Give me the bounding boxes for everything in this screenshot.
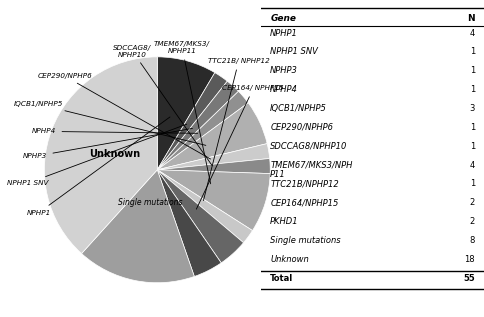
Text: NPHP4: NPHP4 <box>270 85 298 94</box>
Text: 1: 1 <box>470 66 475 75</box>
Wedge shape <box>157 170 221 276</box>
Text: NPHP3: NPHP3 <box>23 128 193 159</box>
Text: 4: 4 <box>470 29 475 37</box>
Text: 2: 2 <box>470 198 475 207</box>
Text: NPHP4: NPHP4 <box>32 128 197 134</box>
Text: Total: Total <box>270 274 293 283</box>
Text: 1: 1 <box>470 48 475 56</box>
Wedge shape <box>157 170 270 230</box>
Text: NPHP3: NPHP3 <box>270 66 298 75</box>
Text: 3: 3 <box>469 104 475 113</box>
Wedge shape <box>157 170 253 243</box>
Wedge shape <box>157 103 267 170</box>
Text: Unknown: Unknown <box>270 255 309 264</box>
Text: 1: 1 <box>470 123 475 132</box>
Text: 4: 4 <box>470 161 475 170</box>
Text: TTC21B/ NPHP12: TTC21B/ NPHP12 <box>203 58 270 201</box>
Text: 8: 8 <box>469 236 475 245</box>
Text: NPHP1: NPHP1 <box>270 29 298 37</box>
Text: 1: 1 <box>470 85 475 94</box>
Wedge shape <box>157 57 215 170</box>
Text: Single mutations: Single mutations <box>270 236 341 245</box>
Text: Gene: Gene <box>270 14 296 23</box>
Text: SDCCAG8/NPHP10: SDCCAG8/NPHP10 <box>270 142 348 151</box>
Text: 2: 2 <box>470 217 475 226</box>
Wedge shape <box>157 73 227 170</box>
Text: CEP164/NPHP15: CEP164/NPHP15 <box>270 198 339 207</box>
Wedge shape <box>81 170 195 283</box>
Text: Single mutations: Single mutations <box>118 198 183 208</box>
Text: CEP164/ NPHP15: CEP164/ NPHP15 <box>197 86 284 209</box>
Text: PKHD1: PKHD1 <box>270 217 299 226</box>
Text: CEP290/NPHP6: CEP290/NPHP6 <box>37 73 211 159</box>
Text: Unknown: Unknown <box>90 149 141 158</box>
Wedge shape <box>45 57 157 254</box>
Text: TMEM67/MKS3/
NPHP11: TMEM67/MKS3/ NPHP11 <box>154 41 211 184</box>
Text: NPHP1 SNV: NPHP1 SNV <box>270 48 318 56</box>
Text: CEP290/NPHP6: CEP290/NPHP6 <box>270 123 333 132</box>
Text: 1: 1 <box>470 142 475 151</box>
Text: 1: 1 <box>470 179 475 189</box>
Wedge shape <box>157 170 243 263</box>
Text: NPHP1: NPHP1 <box>27 117 170 216</box>
Text: IQCB1/NPHP5: IQCB1/NPHP5 <box>14 101 206 146</box>
Text: NPHP1 SNV: NPHP1 SNV <box>7 124 187 186</box>
Wedge shape <box>157 158 270 174</box>
Text: N: N <box>468 14 475 23</box>
Text: IQCB1/NPHP5: IQCB1/NPHP5 <box>270 104 327 113</box>
Wedge shape <box>157 144 270 170</box>
Wedge shape <box>157 81 239 170</box>
Text: TMEM67/MKS3/NPH
P11: TMEM67/MKS3/NPH P11 <box>270 161 353 179</box>
Text: SDCCAG8/
NPHP10: SDCCAG8/ NPHP10 <box>113 45 212 165</box>
Text: 18: 18 <box>465 255 475 264</box>
Text: 55: 55 <box>463 274 475 283</box>
Wedge shape <box>157 91 248 170</box>
Text: TTC21B/NPHP12: TTC21B/NPHP12 <box>270 179 339 189</box>
